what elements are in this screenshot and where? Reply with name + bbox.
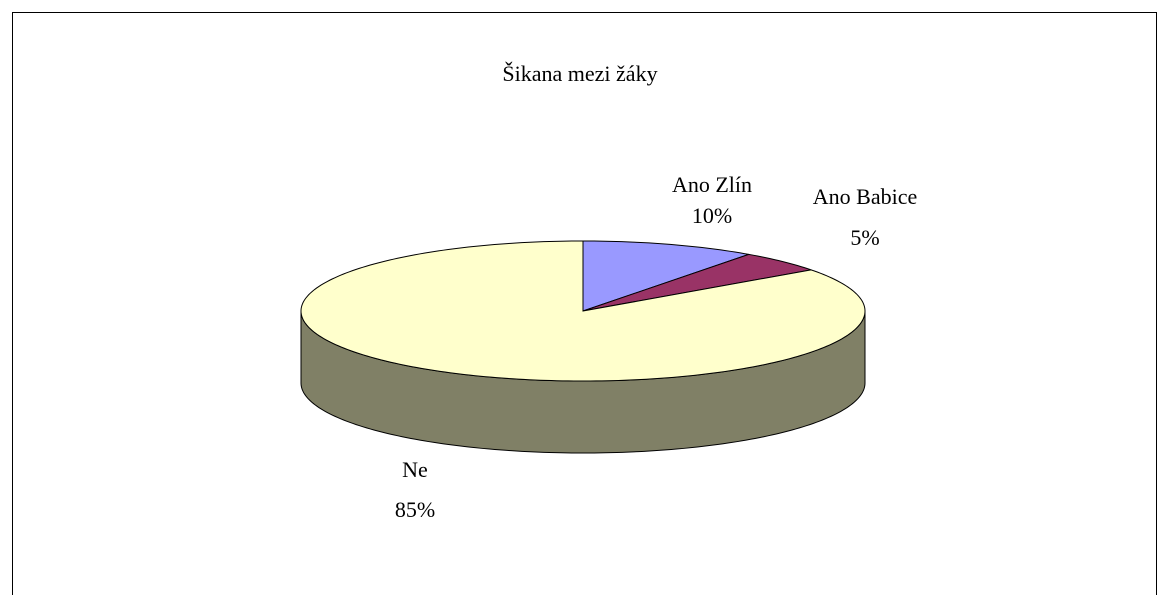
slice-label: Ano Zlín (672, 172, 752, 197)
slice (582, 240, 749, 312)
slice (300, 240, 866, 382)
slice-label: Ano Babice (813, 184, 917, 209)
slice (582, 253, 812, 312)
chart-title: Šikana mezi žáky (502, 61, 657, 86)
slice-value-label: 85% (395, 497, 435, 522)
slice-value-label: 10% (692, 203, 732, 228)
slice-value-label: 5% (850, 225, 879, 250)
slice-label: Ne (402, 457, 428, 482)
